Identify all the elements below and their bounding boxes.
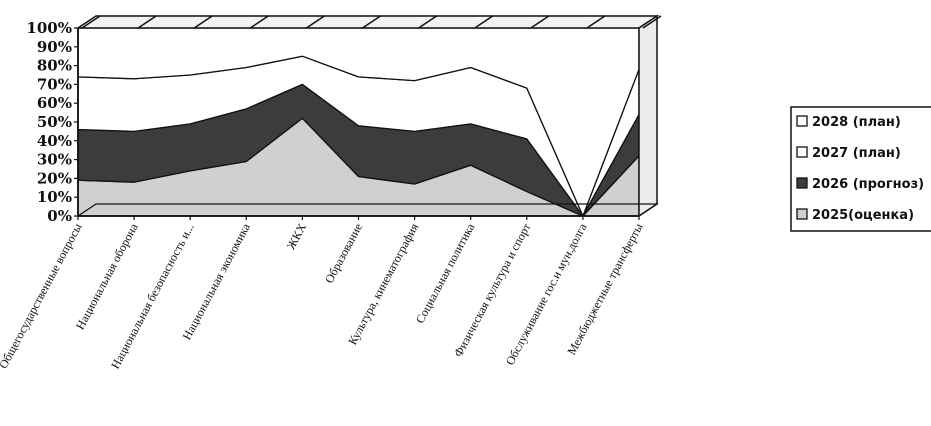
legend-swatch — [796, 146, 808, 158]
x-axis: Общегосударственные вопросыНациональная … — [0, 216, 646, 371]
x-tick-label: Социальная политика — [413, 220, 478, 325]
top-hatch — [193, 15, 213, 29]
top-hatch — [530, 15, 550, 29]
legend-box — [790, 106, 931, 232]
y-tick-label: 60% — [37, 94, 72, 112]
series-areas — [77, 27, 640, 217]
legend-label: 2027 (план) — [812, 146, 901, 161]
legend-label: 2025(оценка) — [812, 208, 914, 223]
top-hatch — [137, 15, 157, 29]
x-tick-label: Образование — [322, 221, 365, 286]
top-hatch — [249, 15, 269, 29]
top-hatch — [81, 15, 101, 29]
top-hatch — [362, 15, 381, 29]
x-tick-label: Общегосударственные вопросы — [0, 221, 85, 371]
y-tick-label: 70% — [37, 75, 72, 93]
legend-swatch — [796, 177, 808, 189]
y-tick-label: 90% — [37, 38, 72, 56]
top-hatch — [305, 15, 325, 29]
legend-label: 2026 (прогноз) — [812, 177, 924, 192]
top-hatch — [586, 15, 606, 29]
legend-label: 2028 (план) — [812, 115, 901, 130]
y-tick-label: 50% — [37, 113, 72, 131]
x-tick-label: ЖКХ — [284, 221, 309, 252]
chart-frame — [75, 14, 662, 218]
y-tick-label: 30% — [37, 151, 72, 169]
top-face — [75, 15, 660, 29]
top-hatch — [474, 15, 494, 29]
y-tick-label: 10% — [37, 188, 72, 206]
legend-swatch — [796, 208, 808, 220]
right-side-wall — [638, 14, 658, 218]
top-hatch — [642, 15, 662, 29]
y-tick-label: 80% — [37, 57, 72, 75]
y-axis: 0%10%20%30%40%50%60%70%80%90%100% — [26, 19, 78, 225]
x-tick-label: Национальная оборона — [73, 220, 141, 332]
y-tick-label: 20% — [37, 169, 72, 187]
legend-swatch — [796, 115, 808, 127]
y-tick-label: 100% — [26, 19, 72, 37]
y-tick-label: 0% — [47, 207, 72, 225]
legend: 2028 (план) 2027 (план) 2026 (прогноз) 2025… — [790, 106, 931, 232]
y-tick-label: 40% — [37, 132, 72, 150]
top-hatch — [418, 15, 438, 29]
